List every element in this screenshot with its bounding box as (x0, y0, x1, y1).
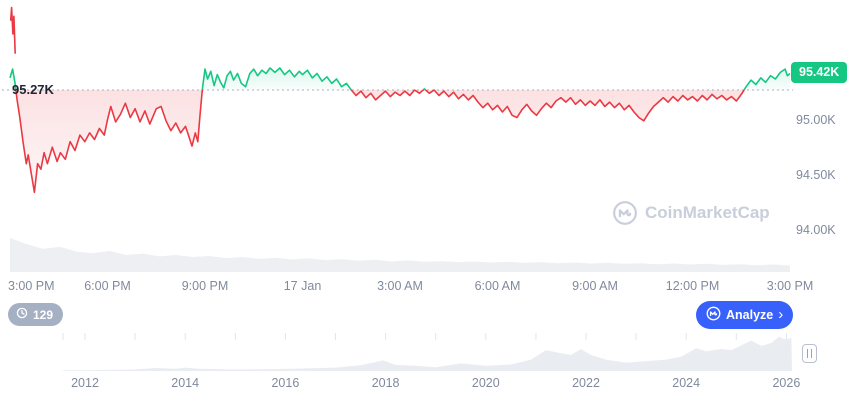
year-label: 2026 (772, 376, 801, 390)
x-axis-label: 6:00 AM (474, 279, 521, 293)
price-area-below (10, 90, 790, 193)
year-label: 2024 (672, 376, 701, 390)
coinmarketcap-logo-icon (612, 200, 638, 226)
watermark-label: CoinMarketCap (645, 203, 770, 222)
year-label: 2016 (271, 376, 300, 390)
price-line-up (9, 67, 791, 90)
price-area-above (10, 68, 790, 90)
history-icon (16, 307, 28, 322)
navigator-scrollbar-handle[interactable] (802, 344, 817, 363)
year-label: 2020 (471, 376, 500, 390)
analyze-button[interactable]: Analyze › (696, 301, 794, 329)
x-axis-label: 9:00 PM (181, 279, 229, 293)
x-axis-label: 3:00 PM (766, 279, 814, 293)
view-counter-label: 129 (33, 307, 54, 322)
year-label: 2012 (71, 376, 99, 390)
chevron-right-icon: › (778, 306, 784, 323)
watermark: CoinMarketCap (612, 200, 770, 226)
left-edge-spike (9, 6, 16, 54)
year-label: 2022 (572, 376, 600, 390)
view-counter-badge[interactable]: 129 (8, 303, 64, 326)
x-axis-label: 12:00 PM (665, 279, 720, 293)
price-line-down (15, 90, 745, 194)
x-axis-label: 3:00 PM (8, 279, 55, 293)
year-label: 2018 (371, 376, 400, 390)
handle-grip-line (807, 349, 808, 358)
analyze-label: Analyze (726, 308, 774, 322)
x-axis-label: 3:00 AM (377, 279, 423, 293)
year-label: 2014 (171, 376, 200, 390)
x-axis-label: 17 Jan (283, 279, 322, 293)
handle-grip-line (811, 349, 812, 358)
coinmarketcap-mini-logo-icon (706, 306, 721, 324)
navigator-ticks (62, 333, 787, 340)
y-axis-label: 94.00K (796, 222, 836, 237)
navigator-series[interactable] (63, 336, 792, 371)
y-axis-label: 94.50K (796, 167, 836, 182)
volume-series (10, 238, 790, 272)
x-axis-label: 6:00 PM (84, 279, 131, 293)
y-axis-label: 95.00K (796, 112, 836, 127)
x-axis-label: 9:00 AM (572, 279, 618, 293)
last-price-badge: 95.42K (791, 62, 848, 83)
baseline-price-label: 95.27K (12, 82, 54, 97)
